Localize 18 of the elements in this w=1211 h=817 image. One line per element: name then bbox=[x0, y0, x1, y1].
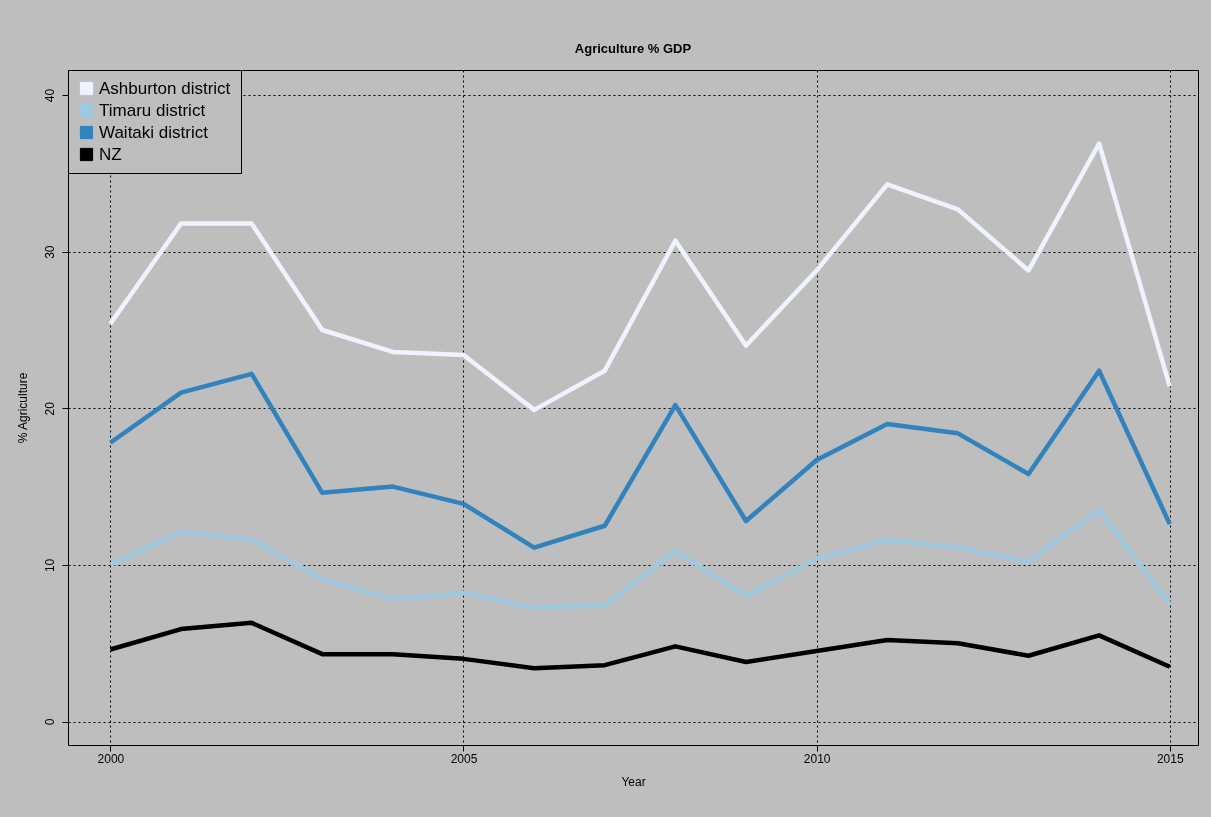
line-series bbox=[108, 507, 1172, 610]
legend-label: Waitaki district bbox=[99, 122, 209, 142]
x-tick-label: 2015 bbox=[1156, 751, 1184, 766]
y-tick-label: 30 bbox=[42, 245, 57, 259]
y-axis-title: % Agriculture bbox=[15, 372, 30, 444]
legend-label: Timaru district bbox=[99, 100, 206, 120]
x-axis-title: Year bbox=[621, 774, 646, 789]
legend-label: NZ bbox=[99, 144, 122, 164]
y-tick-label: 10 bbox=[42, 558, 57, 573]
line-series bbox=[108, 368, 1172, 550]
legend-label: Ashburton district bbox=[99, 78, 231, 98]
x-tick-label: 2000 bbox=[97, 751, 125, 766]
y-tick-label: 20 bbox=[42, 401, 57, 416]
x-tick-label: 2005 bbox=[450, 751, 478, 766]
y-tick-label: 0 bbox=[42, 718, 57, 726]
y-tick-label: 40 bbox=[42, 88, 57, 103]
chart-title: Agriculture % GDP bbox=[574, 40, 692, 56]
x-tick-label: 2010 bbox=[803, 751, 831, 766]
